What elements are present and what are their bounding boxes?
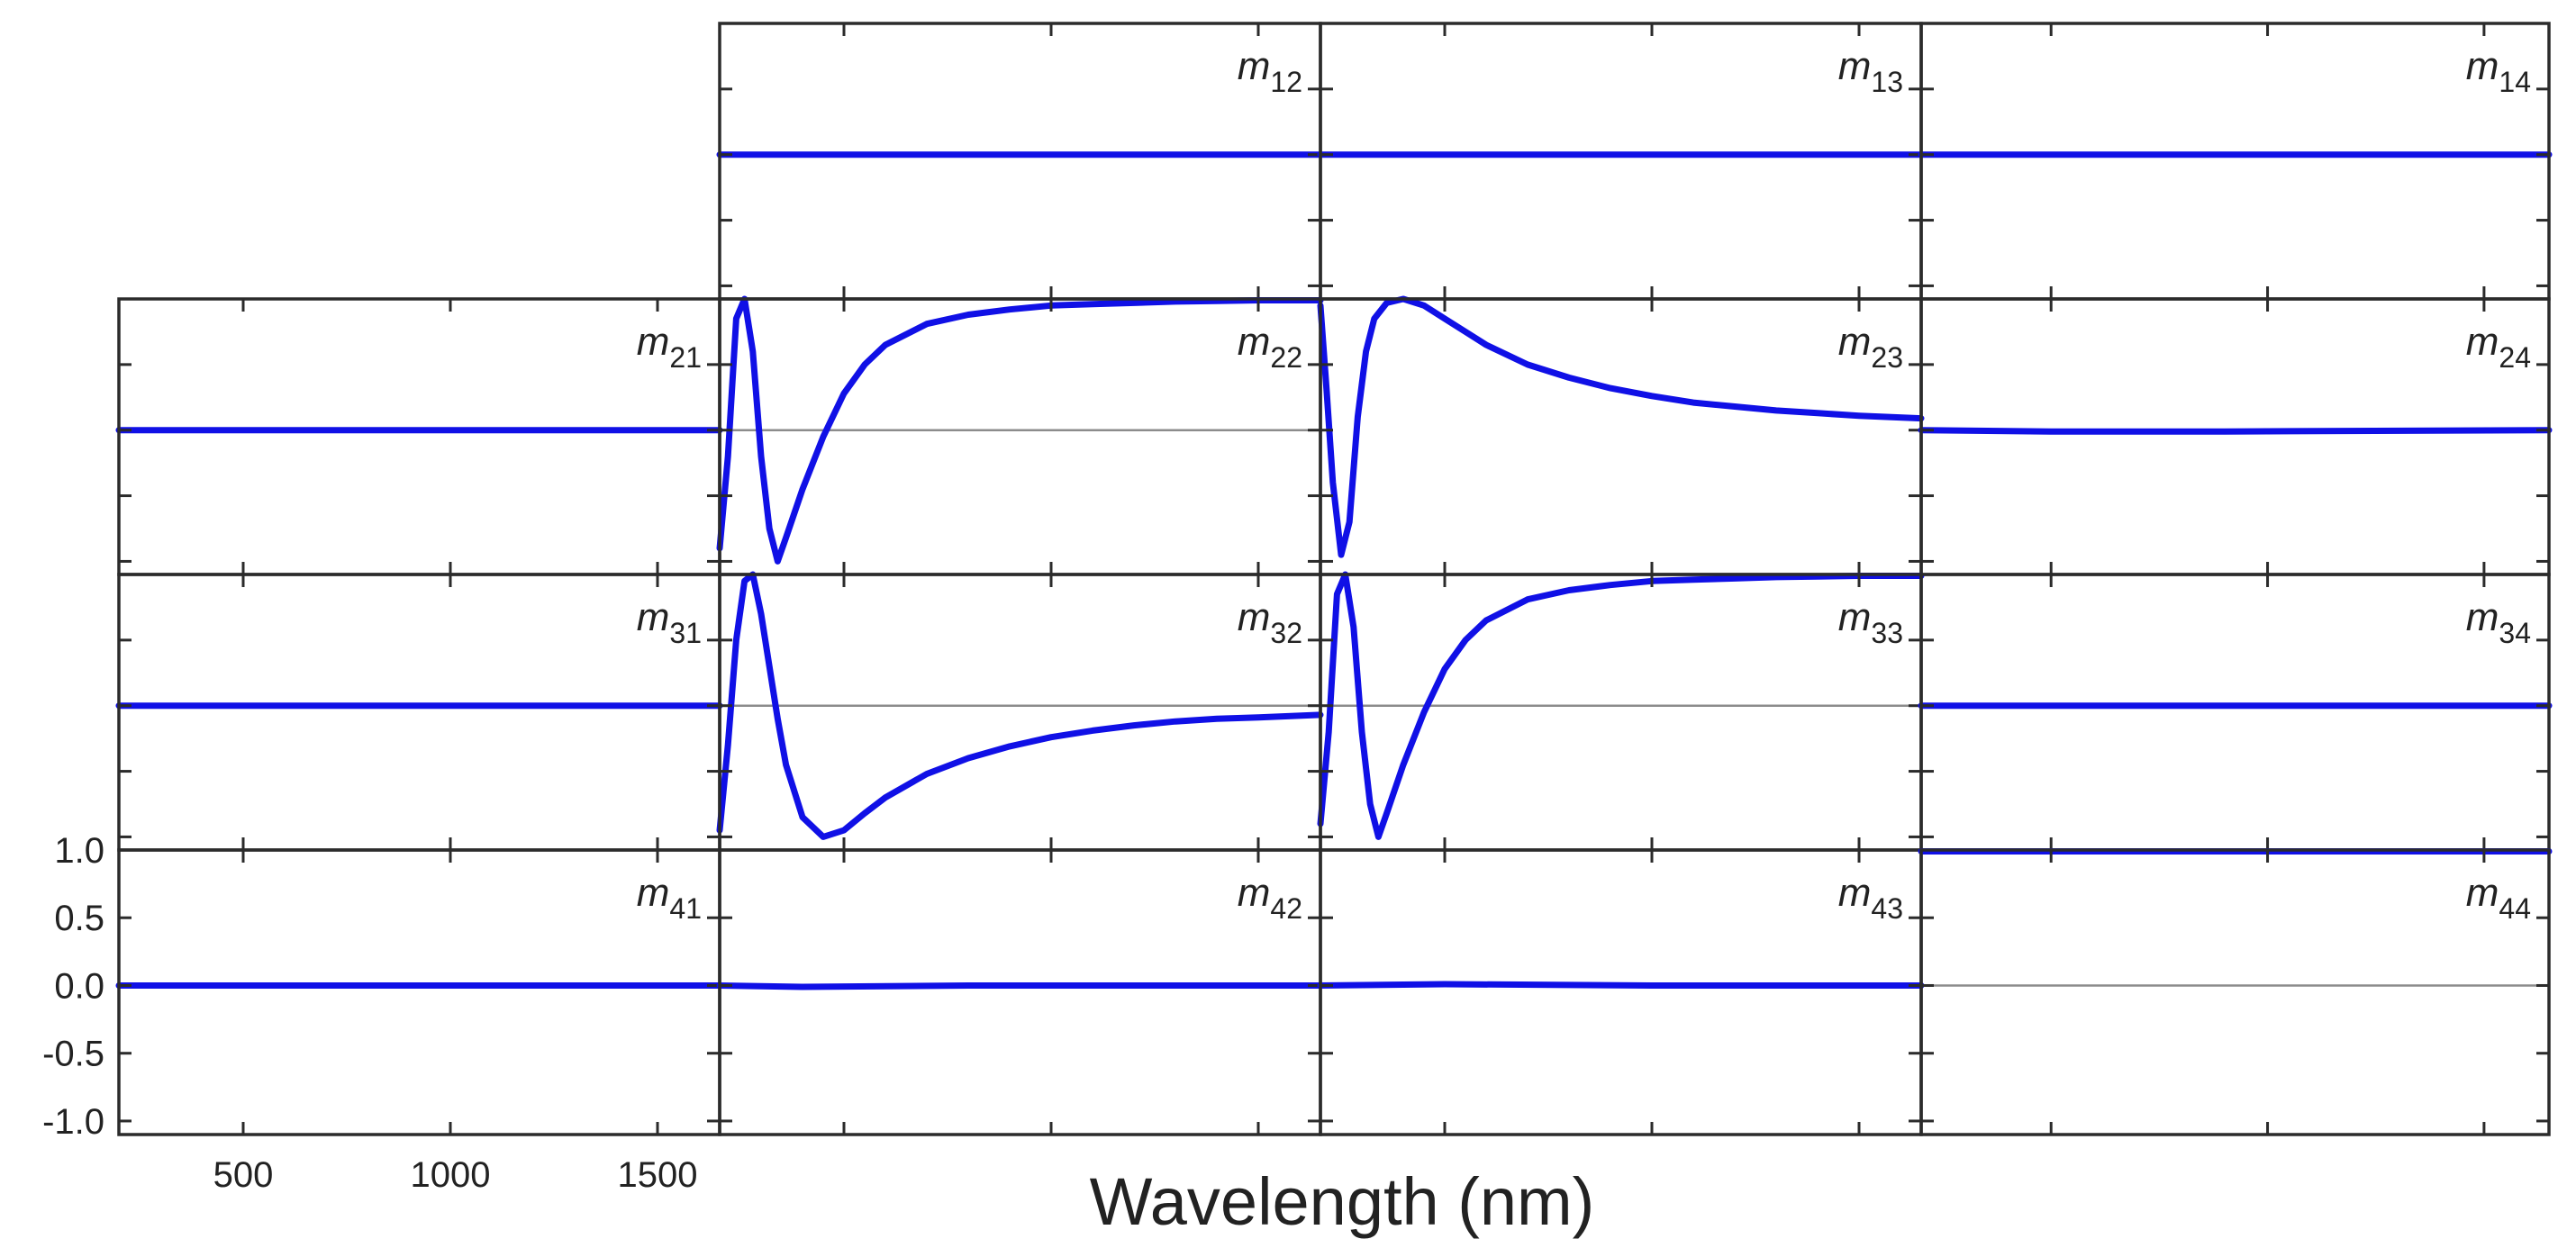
panel-label-m41: m41 [637,871,702,925]
panel-frame-m42 [718,848,1322,1136]
panel-label-sub: 13 [1871,66,1903,98]
panel-label-sub: 12 [1270,66,1302,98]
panel-label-m32: m32 [1238,595,1302,649]
panel-m34: m34 [1918,573,2553,852]
panel-label-letter: m [1838,595,1872,639]
panel-m41: m41 [115,848,723,1136]
x-tick-labels: 500 1000 1500 [213,1155,698,1195]
panel-label-m13: m13 [1838,44,1903,98]
x-tick-label: 1000 [411,1155,491,1195]
panel-frame-m41 [117,848,721,1136]
panel-label-m43: m43 [1838,871,1903,925]
panel-frame-m24 [1919,297,2551,576]
panel-label-sub: 32 [1270,617,1302,649]
panel-label-letter: m [637,595,670,639]
panel-label-sub: 41 [669,892,702,925]
panel-m31: m31 [115,573,723,852]
panel-label-sub: 22 [1270,341,1302,374]
panel-label-letter: m [1838,44,1872,88]
panel-frame-m14 [1919,22,2551,301]
panel-label-m12: m12 [1238,44,1302,98]
y-tick-label: 1.0 [54,831,104,871]
panel-label-sub: 31 [669,617,702,649]
panel-label-sub: 42 [1270,892,1302,925]
panel-label-letter: m [1238,871,1271,915]
panel-frame-m44 [1919,848,2551,1136]
panel-m12: m12 [716,22,1324,301]
panel-label-sub: 23 [1871,341,1903,374]
panel-frame-m12 [718,22,1322,301]
panel-label-letter: m [1238,44,1271,88]
panel-label-sub: 34 [2499,617,2531,649]
series-line-m23 [1317,295,1925,558]
panel-frame-m34 [1919,573,2551,852]
panel-m42: m42 [716,848,1324,1136]
panel-label-m42: m42 [1238,871,1302,925]
series-line-m33 [1317,571,1925,840]
panel-frame-m23 [1319,297,1923,576]
panel-label-m22: m22 [1238,320,1302,374]
panel-m23: m23 [1317,295,1925,576]
y-tick-label: 0.5 [54,899,104,938]
panel-m33: m33 [1317,571,1925,852]
panel-label-letter: m [2466,320,2499,364]
panel-label-m23: m23 [1838,320,1903,374]
panel-label-letter: m [2466,871,2499,915]
panel-label-sub: 14 [2499,66,2531,98]
panel-label-letter: m [2466,44,2499,88]
panel-m21: m21 [115,297,723,576]
panel-label-sub: 44 [2499,892,2531,925]
panel-label-sub: 43 [1871,892,1903,925]
x-tick-label: 1500 [618,1155,698,1195]
panel-label-letter: m [2466,595,2499,639]
panel-label-m24: m24 [2466,320,2531,374]
panel-frame-m31 [117,573,721,852]
panel-m22: m22 [716,295,1324,576]
panel-label-sub: 21 [669,341,702,374]
series-line-m43 [1317,981,1925,989]
x-tick-label: 500 [213,1155,274,1195]
panel-m43: m43 [1317,848,1925,1136]
panel-label-sub: 33 [1871,617,1903,649]
panel-frame-m21 [117,297,721,576]
panel-label-m44: m44 [2466,871,2531,925]
y-tick-labels: 1.0 0.5 0.0 -0.5 -1.0 [42,831,104,1142]
panel-m32: m32 [716,571,1324,852]
panel-label-m14: m14 [2466,44,2531,98]
series-line-m22 [716,295,1324,565]
panel-m13: m13 [1317,22,1925,301]
panel-label-m33: m33 [1838,595,1903,649]
panel-frame-m32 [718,573,1322,852]
panel-label-letter: m [1838,871,1872,915]
panel-frame-m22 [718,297,1322,576]
panel-m14: m14 [1918,22,2553,301]
panel-label-letter: m [1838,320,1872,364]
panel-m24: m24 [1918,297,2553,576]
panel-label-sub: 24 [2499,341,2531,374]
y-tick-label: 0.0 [54,966,104,1006]
panel-m44: m44 [1918,848,2553,1136]
series-line-m42 [716,982,1324,990]
panel-label-letter: m [637,871,670,915]
panel-label-letter: m [637,320,670,364]
panel-frame-m43 [1319,848,1923,1136]
panel-label-m21: m21 [637,320,702,374]
y-tick-label: -0.5 [42,1035,104,1074]
panel-label-letter: m [1238,595,1271,639]
y-tick-label: -1.0 [42,1102,104,1142]
panel-label-m34: m34 [2466,595,2531,649]
panel-frame-m33 [1319,573,1923,852]
x-axis-title: Wavelength (nm) [1090,1164,1595,1239]
panel-frame-m13 [1319,22,1923,301]
panel-label-letter: m [1238,320,1271,364]
series-line-m24 [1918,427,2553,435]
panel-label-m31: m31 [637,595,702,649]
